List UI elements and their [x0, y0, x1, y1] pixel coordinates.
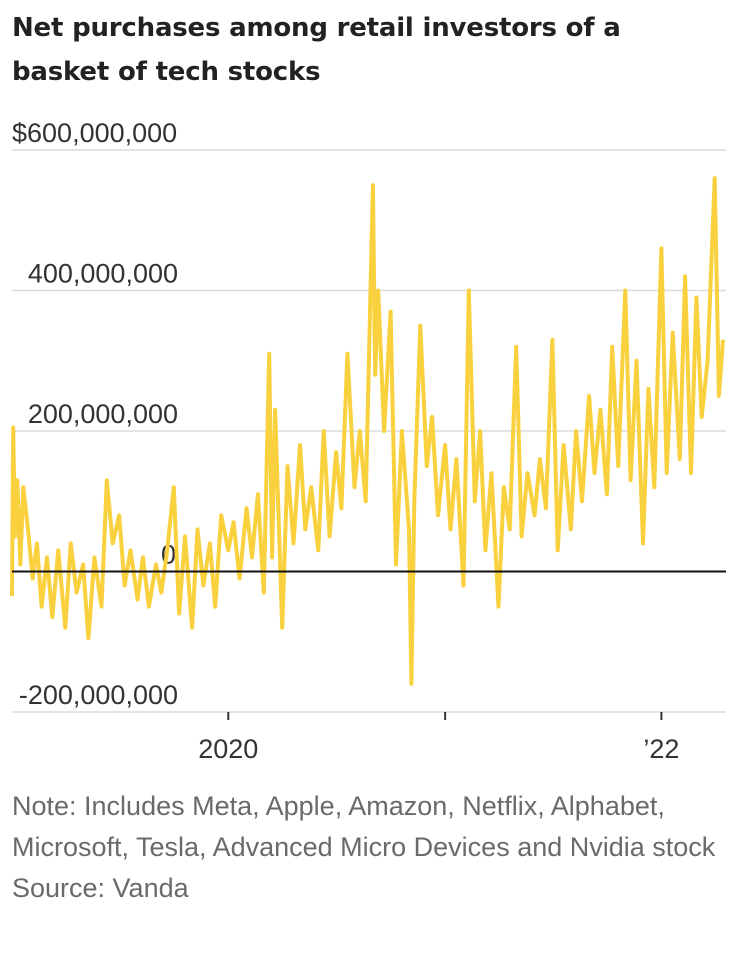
y-tick-label: 200,000,000 — [28, 399, 178, 429]
line-chart: $600,000,000400,000,000200,000,0000-200,… — [10, 118, 726, 764]
chart-source: Source: Vanda — [12, 873, 189, 903]
series-line — [10, 176, 725, 686]
x-tick-label: ’22 — [643, 734, 679, 764]
chart-footer: Note: Includes Meta, Apple, Amazon, Netf… — [12, 786, 727, 909]
x-tick-label: 2020 — [198, 734, 258, 764]
y-axis-tick-labels: $600,000,000400,000,000200,000,0000-200,… — [12, 118, 178, 710]
y-tick-label: $600,000,000 — [12, 118, 177, 148]
data-series — [10, 176, 725, 686]
y-tick-label: -200,000,000 — [19, 680, 178, 710]
chart-note: Note: Includes Meta, Apple, Amazon, Netf… — [12, 791, 716, 862]
chart-title: Net purchases among retail investors of … — [12, 13, 621, 87]
x-axis: 2020 ’22 — [198, 712, 679, 764]
y-tick-label: 400,000,000 — [28, 259, 178, 289]
